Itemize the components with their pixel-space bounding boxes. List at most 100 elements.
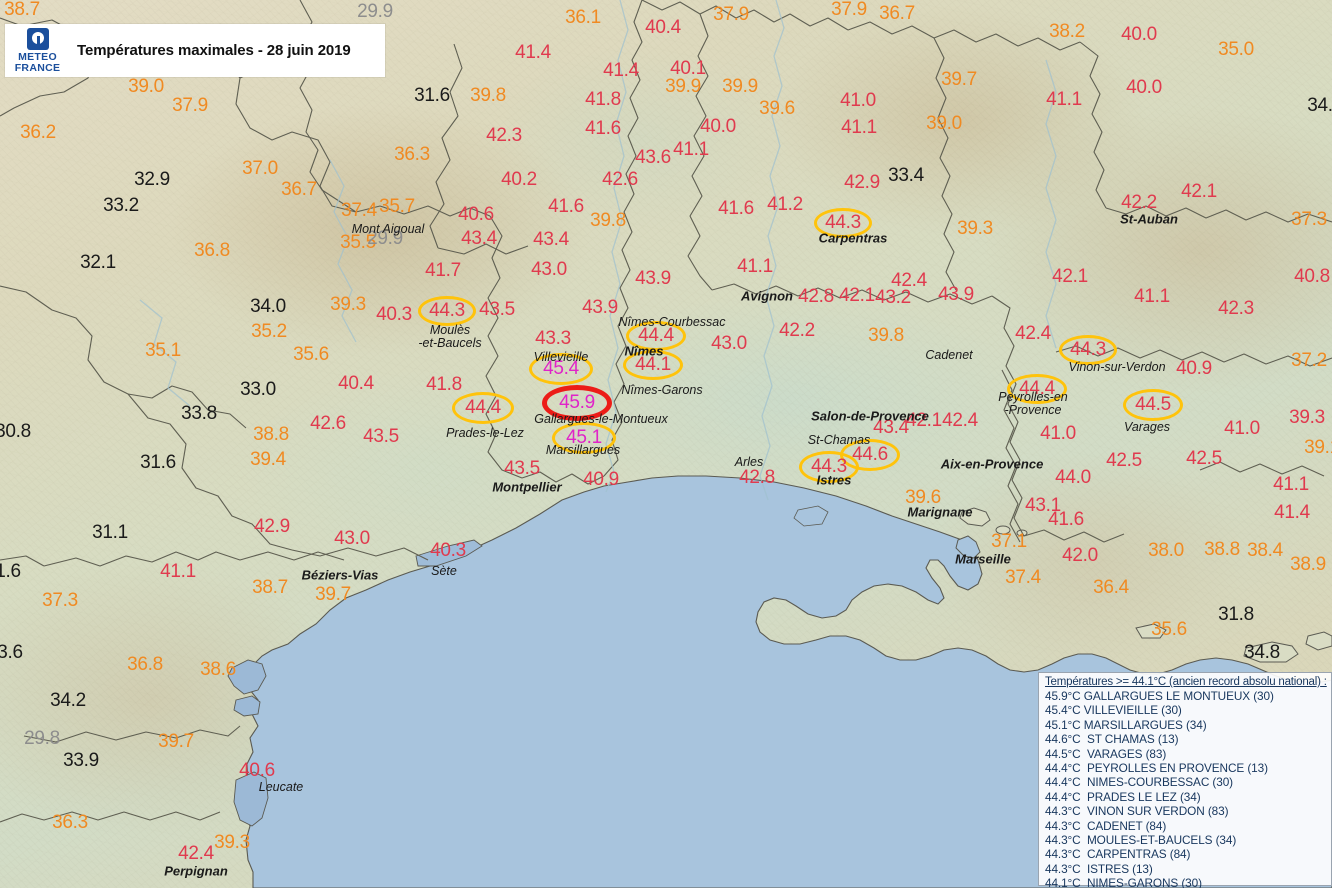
place-name-label: Montpellier [492, 479, 562, 495]
temperature-reading: 41.1 [673, 139, 709, 160]
temperature-reading: 40.3 [430, 540, 466, 561]
temperature-reading: 42.1 [1181, 181, 1217, 202]
temperature-reading: 42.2 [1121, 192, 1157, 213]
temperature-reading: 38.9 [1290, 554, 1326, 575]
temperature-reading: 42.8 [739, 467, 775, 488]
temperature-reading: 34.2 [50, 690, 86, 711]
temperature-reading: 29.9 [367, 228, 403, 249]
temperature-reading: 39.7 [158, 731, 194, 752]
legend-entry: 44.4°C NIMES-COURBESSAC (30) [1045, 775, 1233, 790]
temperature-reading: 42.9 [254, 516, 290, 537]
temperature-reading: 35.6 [293, 344, 329, 365]
temperature-reading: 43.9 [582, 297, 618, 318]
temperature-reading: 42.3 [486, 125, 522, 146]
island-small-1 [995, 525, 1011, 535]
place-name-label: Carpentras [818, 230, 888, 246]
temperature-reading: 40.0 [1126, 77, 1162, 98]
temperature-reading: 34.8 [1244, 642, 1280, 663]
temperature-reading: 41.1 [1273, 474, 1309, 495]
temperature-reading: 38.8 [1204, 539, 1240, 560]
legend-entry: 45.4°C VILLEVIEILLE (30) [1045, 703, 1182, 718]
temperature-reading: 37.3 [1291, 209, 1327, 230]
place-name-label: Marseille [955, 551, 1011, 567]
temperature-reading: 40.6 [239, 760, 275, 781]
place-name-label: Marsillargues [545, 443, 621, 457]
temperature-reading: 39.6 [905, 487, 941, 508]
place-name-label: Leucate [258, 780, 304, 794]
temperature-reading: 42.4 [1015, 323, 1051, 344]
temperature-reading: 38.0 [1148, 540, 1184, 561]
place-name-label: Arles [734, 455, 764, 469]
temperature-reading: 33.8 [181, 403, 217, 424]
logo-line-1: METEO [18, 50, 57, 63]
legend-entry: 44.1°C NIMES-GARONS (30) [1045, 876, 1202, 888]
temperature-reading: 43.4 [873, 417, 909, 438]
temperature-reading: 39.4 [250, 449, 286, 470]
temperature-reading: 39.0 [926, 113, 962, 134]
temperature-reading: 39.3 [1289, 407, 1325, 428]
temperature-reading: 41.6 [1048, 509, 1084, 530]
temperature-reading: 38.7 [4, 0, 40, 20]
temperature-reading: 42.8 [798, 286, 834, 307]
temperature-reading: 43.0 [711, 333, 747, 354]
temperature-reading: 41.8 [585, 89, 621, 110]
legend-entry-list: 45.9°C GALLARGUES LE MONTUEUX (30) 45.4°C… [1045, 689, 1331, 888]
legend-entry: 44.6°C ST CHAMAS (13) [1045, 732, 1179, 747]
place-name-label: Cadenet [925, 348, 973, 362]
title-card: METEO FRANCE Températures maximales - 28… [5, 24, 385, 77]
temperature-reading: 40.9 [1176, 358, 1212, 379]
temperature-reading: 43.5 [363, 426, 399, 447]
legend-heading-text: Températures >= 44.1°C (ancien record ab… [1045, 676, 1321, 688]
place-name-label: Villevieille [533, 350, 589, 364]
temperature-reading: 42.6 [310, 413, 346, 434]
temperature-reading: 36.3 [394, 144, 430, 165]
temperature-reading: 37.9 [831, 0, 867, 20]
legend-entry: 44.4°C PEYROLLES EN PROVENCE (13) [1045, 761, 1268, 776]
place-name-label: Mont Aigoual [351, 222, 425, 236]
place-name-label: Gallargues-le-Montueux [534, 412, 668, 426]
temperature-reading: 37.4 [341, 200, 377, 221]
temperature-reading: 29.8 [24, 728, 60, 749]
temperature-reading: 40.2 [501, 169, 537, 190]
temperature-reading: 44.3 [429, 300, 465, 321]
temperature-reading: 44.4 [465, 397, 501, 418]
temperature-reading: 45.1 [566, 427, 602, 448]
temperature-reading: 35.7 [379, 196, 415, 217]
temperature-reading: 39.8 [868, 325, 904, 346]
temperature-reading: 43.0 [334, 528, 370, 549]
temperature-reading: 39.1 [1304, 437, 1332, 458]
legend-entry: 44.4°C PRADES LE LEZ (34) [1045, 789, 1201, 804]
place-name-label: Aix-en-Provence [940, 456, 1044, 472]
temperature-reading: 36.2 [20, 122, 56, 143]
page-title: Températures maximales - 28 juin 2019 [77, 42, 351, 59]
temperature-reading: 33.0 [240, 379, 276, 400]
temperature-reading: 39.3 [330, 294, 366, 315]
temperature-reading: 32.1 [80, 252, 116, 273]
legend-entry: 44.3°C CADENET (84) [1045, 818, 1167, 833]
temperature-reading: 38.7 [252, 577, 288, 598]
temperature-reading: 41.2 [767, 194, 803, 215]
temperature-reading: 41.1 [841, 117, 877, 138]
temperature-reading: 43.6 [635, 147, 671, 168]
place-name-label: Istres [816, 472, 852, 488]
meteo-france-mark-icon [26, 27, 49, 50]
place-name-label: St-Chamas [807, 433, 871, 447]
temperature-reading: 31.6 [140, 452, 176, 473]
temperature-reading: 39.0 [128, 76, 164, 97]
legend-entry: 44.3°C MOULES-ET-BAUCELS (34) [1045, 833, 1237, 848]
temperature-reading: 31.6 [414, 85, 450, 106]
place-name-label: Nîmes-Courbessac [618, 315, 726, 329]
temperature-reading: 39.7 [315, 584, 351, 605]
temperature-reading: 33.2 [103, 195, 139, 216]
temperature-reading: 41.4 [515, 42, 551, 63]
place-name-label: Nîmes [624, 343, 664, 359]
temperature-reading: 36.4 [1093, 577, 1129, 598]
temperature-reading: 44.1 [635, 354, 671, 375]
temperature-reading: 42.1 [1052, 266, 1088, 287]
temperature-reading: 42.1 [906, 410, 942, 431]
temperature-reading: 33.4 [888, 165, 924, 186]
temperature-reading: 41.1 [1046, 89, 1082, 110]
temperature-reading: 42.5 [1186, 448, 1222, 469]
temperature-reading: 41.1 [160, 561, 196, 582]
